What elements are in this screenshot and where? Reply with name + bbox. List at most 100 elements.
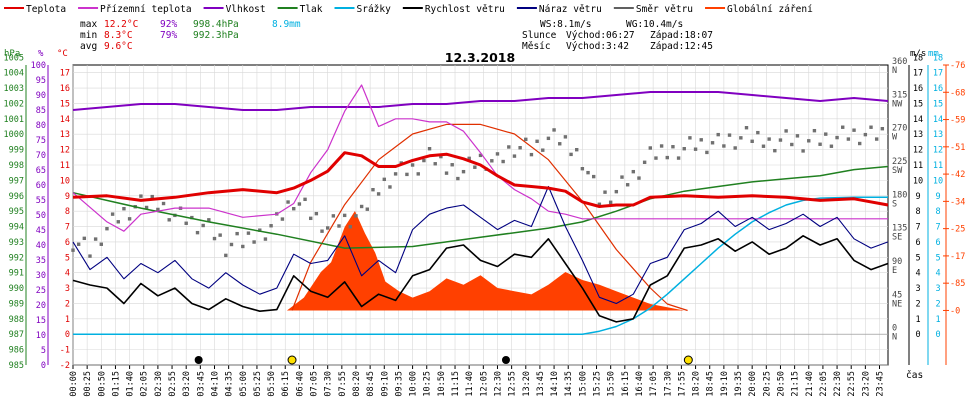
wind-direction-point xyxy=(354,214,358,218)
wind-direction-point xyxy=(195,230,200,235)
wind-direction-point xyxy=(756,130,760,135)
info-ws: WS:8.1m/s xyxy=(540,19,591,30)
hpa-axis-tick-label: 985 xyxy=(9,361,24,371)
wind-direction-point xyxy=(512,154,517,158)
ms-axis-label: m/s xyxy=(910,49,926,59)
x-tick-label: 07:30 xyxy=(324,371,334,397)
dir-axis-tick-label: 0 xyxy=(892,324,897,334)
wind-direction-point xyxy=(558,142,562,146)
x-tick-label: 09:35 xyxy=(394,371,404,397)
x-tick-label: 10:25 xyxy=(423,371,433,397)
pct-axis-tick-label: 100 xyxy=(31,61,46,71)
wind-direction-point xyxy=(546,136,551,141)
wind-direction-point xyxy=(642,160,647,164)
hpa-axis-tick-label: 998 xyxy=(9,161,24,171)
ms-axis-tick-label: 1 xyxy=(915,315,920,325)
mm-axis-tick-label: 7 xyxy=(935,223,940,233)
mm-axis-tick-label: 3 xyxy=(935,284,940,294)
x-tick-label: 23:45 xyxy=(876,371,886,397)
dir-axis-tick-label: 45 xyxy=(892,290,902,300)
hpa-axis-tick-label: 996 xyxy=(9,192,24,202)
legend-label-5: Rychlost větru xyxy=(425,4,505,15)
ms-axis-tick-label: 5 xyxy=(915,253,920,263)
wind-direction-point xyxy=(688,136,692,140)
x-tick-label: 07:05 xyxy=(310,371,320,397)
wind-direction-point xyxy=(150,194,154,199)
chart-title: 12.3.2018 xyxy=(445,50,515,65)
pct-axis-tick-label: 25 xyxy=(36,286,46,296)
ms-axis-tick-label: 6 xyxy=(915,238,920,248)
wind-direction-point xyxy=(812,128,817,133)
x-tick-label: 02:05 xyxy=(140,371,150,397)
legend-label-3: Tlak xyxy=(300,4,323,15)
wind-direction-point xyxy=(863,132,868,137)
wind-direction-point xyxy=(625,183,630,187)
ms-axis-tick-label: 16 xyxy=(913,84,923,94)
wind-direction-point xyxy=(116,220,120,224)
wind-direction-point xyxy=(337,224,341,228)
pct-axis-tick-label: 80 xyxy=(36,121,46,131)
ground-temperature-line xyxy=(72,84,888,232)
x-tick-label: 09:10 xyxy=(380,371,390,397)
wind-direction-point xyxy=(235,231,239,236)
mm-axis-tick-label: 11 xyxy=(933,161,943,171)
legend-label-6: Náraz větru xyxy=(539,4,602,15)
mm-axis-tick-label: 16 xyxy=(933,84,943,94)
degc-axis-tick-label: 13 xyxy=(60,130,70,140)
x-tick-label: 05:50 xyxy=(267,371,277,397)
wind-direction-point xyxy=(144,205,149,210)
wind-direction-point xyxy=(569,152,573,157)
x-tick-label: 21:40 xyxy=(805,371,815,397)
wind-direction-point xyxy=(739,136,743,140)
wind-direction-point xyxy=(359,204,364,209)
dir-axis-dir-label: N xyxy=(892,66,897,76)
hpa-axis-tick-label: 999 xyxy=(9,146,24,156)
wm2-axis-tick-label: -170 xyxy=(950,252,966,262)
wind-direction-point xyxy=(473,165,477,169)
mm-axis-tick-label: 15 xyxy=(933,99,943,109)
wind-direction-point xyxy=(184,221,188,225)
wind-direction-point xyxy=(393,172,398,176)
legend-label-4: Srážky xyxy=(357,4,392,15)
global-radiation-area xyxy=(73,211,888,311)
x-tick-label: 22:30 xyxy=(833,371,843,397)
wind-direction-point xyxy=(716,132,720,137)
wm2-axis-tick-label: -425 xyxy=(950,170,966,180)
wind-direction-point xyxy=(631,169,636,174)
mm-axis-tick-label: 12 xyxy=(933,146,943,156)
wind-direction-point xyxy=(744,126,749,130)
x-tick-label: 17:05 xyxy=(649,371,659,397)
ms-axis-tick-label: 11 xyxy=(913,161,923,171)
hpa-axis-tick-label: 1003 xyxy=(4,84,24,94)
x-tick-label: 20:00 xyxy=(748,371,758,397)
wind-direction-point xyxy=(88,254,92,258)
wind-direction-point xyxy=(269,224,273,228)
wind-direction-point xyxy=(224,253,228,258)
x-tick-label: 11:40 xyxy=(465,371,475,397)
x-tick-label: 22:55 xyxy=(847,371,857,397)
wind-direction-point xyxy=(444,171,449,175)
hpa-axis-tick-label: 988 xyxy=(9,315,24,325)
wind-direction-point xyxy=(427,147,432,151)
wind-direction-point xyxy=(371,187,375,192)
x-tick-label: 08:20 xyxy=(352,371,362,397)
ms-axis-tick-label: 0 xyxy=(915,330,920,340)
wm2-axis-tick-label: -340 xyxy=(950,197,966,207)
wm2-axis-tick-label: -510 xyxy=(950,143,966,153)
wind-direction-point xyxy=(869,125,873,129)
wind-direction-point xyxy=(218,233,222,237)
wm2-axis-tick-label: -85 xyxy=(950,279,965,289)
pct-axis-tick-label: 0 xyxy=(41,361,46,371)
x-tick-label: 15:50 xyxy=(607,371,617,397)
x-tick-label: 23:20 xyxy=(861,371,871,397)
ms-axis-tick-label: 2 xyxy=(915,299,920,309)
wind-direction-point xyxy=(801,149,805,153)
wind-direction-point xyxy=(586,170,590,175)
pressure-line xyxy=(72,165,889,249)
wind-direction-point xyxy=(507,145,511,149)
x-tick-label: 06:15 xyxy=(281,371,291,397)
x-tick-label: 07:55 xyxy=(338,371,348,397)
degc-axis-tick-label: 12 xyxy=(60,146,70,156)
